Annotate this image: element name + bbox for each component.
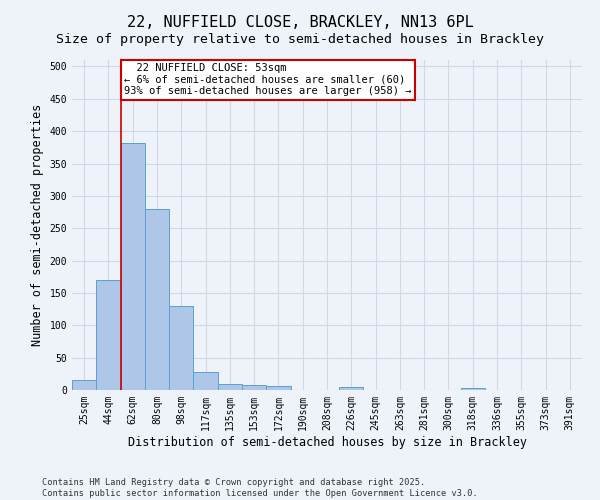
Bar: [72, 380, 96, 390]
Bar: [145, 209, 169, 390]
Text: Size of property relative to semi-detached houses in Brackley: Size of property relative to semi-detach…: [56, 32, 544, 46]
Text: Contains HM Land Registry data © Crown copyright and database right 2025.
Contai: Contains HM Land Registry data © Crown c…: [42, 478, 478, 498]
Text: 22, NUFFIELD CLOSE, BRACKLEY, NN13 6PL: 22, NUFFIELD CLOSE, BRACKLEY, NN13 6PL: [127, 15, 473, 30]
Bar: [96, 280, 121, 390]
Bar: [266, 386, 290, 390]
Bar: [218, 384, 242, 390]
Bar: [242, 385, 266, 390]
Bar: [193, 372, 218, 390]
Bar: [339, 387, 364, 390]
Bar: [461, 388, 485, 390]
Y-axis label: Number of semi-detached properties: Number of semi-detached properties: [31, 104, 44, 346]
X-axis label: Distribution of semi-detached houses by size in Brackley: Distribution of semi-detached houses by …: [128, 436, 527, 448]
Bar: [121, 144, 145, 390]
Text: 22 NUFFIELD CLOSE: 53sqm
← 6% of semi-detached houses are smaller (60)
93% of se: 22 NUFFIELD CLOSE: 53sqm ← 6% of semi-de…: [124, 63, 412, 96]
Bar: [169, 306, 193, 390]
